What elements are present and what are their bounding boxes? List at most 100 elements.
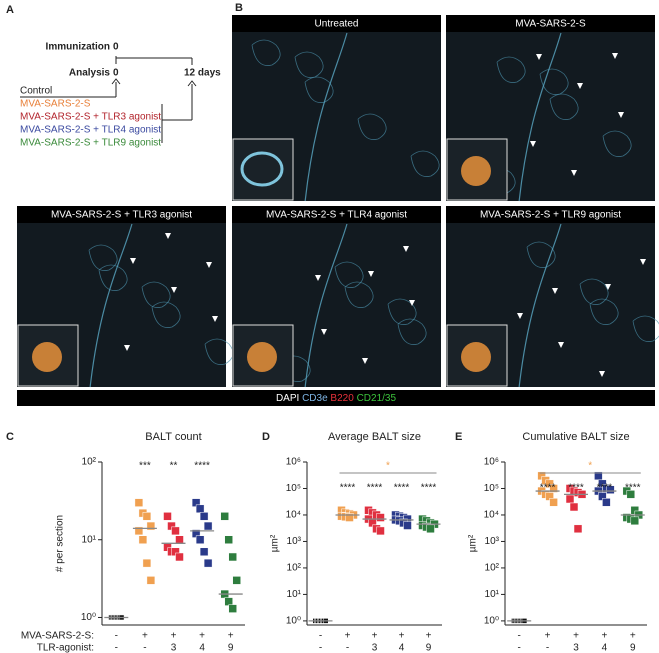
x-tick-label: - [115, 643, 118, 653]
arrowhead-marker [212, 316, 218, 322]
x-tick-label: + [630, 631, 636, 642]
significance: **** [540, 483, 556, 494]
data-point [630, 516, 640, 526]
airway-outline [397, 318, 427, 345]
analysis-day: 0 [113, 68, 119, 79]
chart-title: Average BALT size [328, 431, 421, 443]
data-point [175, 552, 184, 562]
data-point [549, 498, 558, 507]
immunization-day: 0 [113, 42, 119, 53]
analysis-label: Analysis [69, 68, 111, 79]
data-point [142, 512, 152, 521]
y-tick-label: 10⁶ [286, 457, 301, 468]
data-point [376, 526, 385, 536]
airway-outline [344, 281, 374, 308]
arrowhead-marker [368, 271, 374, 277]
arrowhead-marker [552, 288, 558, 294]
y-tick-label: 10² [485, 563, 500, 574]
data-point [426, 524, 435, 534]
significance: **** [340, 483, 356, 494]
data-point [142, 558, 152, 568]
data-point [134, 498, 144, 507]
y-tick-label: 10⁰ [286, 616, 301, 627]
image-title-bar [446, 15, 655, 32]
airway-outline [496, 56, 526, 83]
arrowhead-marker [362, 358, 368, 364]
data-point [606, 485, 615, 494]
y-tick-label: 10³ [287, 536, 302, 547]
data-point [573, 524, 583, 534]
significance: **** [625, 483, 641, 494]
image-title: Untreated [315, 19, 359, 30]
airway-outline [151, 301, 181, 328]
data-point [228, 604, 237, 613]
image-title: MVA-SARS-2-S + TLR3 agonist [51, 210, 192, 221]
image-title-bar [17, 206, 226, 223]
panel-label: C [6, 431, 14, 443]
data-point [195, 535, 205, 544]
data-point [220, 512, 229, 521]
stain-legend-bar [17, 390, 655, 406]
airway-outline [98, 264, 128, 291]
image-title: MVA-SARS-2-S + TLR4 agonist [266, 210, 407, 221]
inset-airway [240, 151, 284, 187]
group-label: MVA-SARS-2-S + TLR9 agonist [20, 138, 161, 149]
stain-label: CD3e [299, 393, 328, 404]
y-axis-label: # per section [55, 515, 66, 572]
airway-outline [589, 298, 619, 325]
data-point [403, 521, 412, 530]
x-tick-label: 3 [372, 643, 378, 653]
arrowhead [187, 80, 197, 87]
x-tick-label: + [142, 631, 148, 642]
data-point [163, 512, 172, 521]
x-tick-label: + [228, 631, 234, 642]
immunization-label: Immunization [46, 42, 110, 53]
arrowhead-marker [577, 83, 583, 89]
arrowhead-marker [403, 246, 409, 252]
arrowhead-marker [640, 259, 646, 265]
data-point [232, 576, 241, 585]
x-tick-label: + [199, 631, 205, 642]
x-tick-label: - [546, 643, 549, 653]
row-header: MVA-SARS-2-S: [21, 631, 94, 642]
x-tick-label: + [372, 631, 378, 642]
significance: *** [139, 461, 151, 472]
x-tick-label: + [601, 631, 607, 642]
data-point [565, 494, 575, 504]
arrowhead-marker [315, 275, 321, 281]
x-tick-label: + [345, 631, 351, 642]
data-point [175, 535, 184, 544]
y-tick-label: 10⁶ [484, 457, 499, 468]
data-point [203, 521, 213, 531]
arrowhead-marker [165, 233, 171, 239]
arrowhead-marker [517, 313, 523, 319]
airway-outline [549, 93, 579, 120]
image-title-bar [232, 15, 441, 32]
airway-outline [334, 261, 364, 288]
y-tick-label: 10⁴ [286, 510, 301, 521]
group-label: MVA-SARS-2-S + TLR4 agonist [20, 125, 161, 136]
vessel [518, 32, 562, 202]
image-title: MVA-SARS-2-S + TLR9 agonist [480, 210, 621, 221]
data-point [146, 576, 156, 585]
stain-legend: DAPI CD3e B220 CD21/35 [276, 393, 397, 404]
data-point [376, 513, 385, 522]
data-point [199, 512, 209, 521]
inset-cluster [461, 156, 491, 186]
x-tick-label: 3 [573, 643, 579, 653]
inset-cluster [32, 342, 62, 372]
data-point [228, 552, 237, 562]
vessel [304, 32, 348, 202]
y-axis-label: µm² [468, 534, 479, 552]
y-tick-label: 10⁵ [286, 483, 301, 494]
stain-label: CD21/35 [354, 393, 397, 404]
arrowhead-marker [599, 371, 605, 377]
airway-outline [410, 150, 440, 177]
arrowhead-marker [618, 112, 624, 118]
y-axis-label: µm² [270, 534, 281, 552]
arrowhead-marker [124, 345, 130, 351]
airway-outline [526, 241, 556, 268]
significance: **** [597, 483, 613, 494]
image-title-bar [232, 206, 441, 223]
y-tick-label: 10⁵ [484, 483, 499, 494]
